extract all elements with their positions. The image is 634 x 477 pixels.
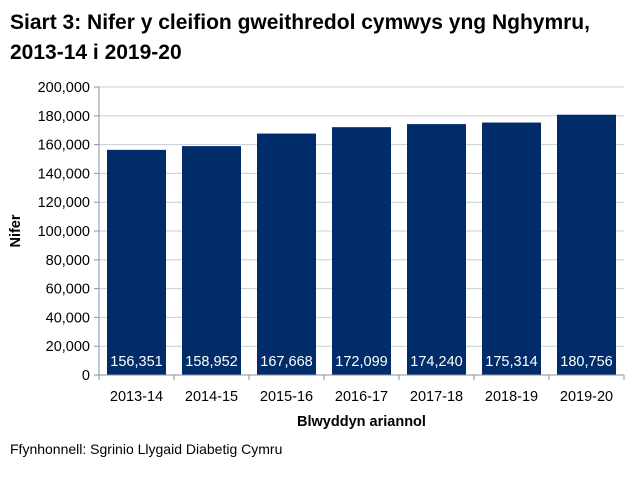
data-label: 180,756 (560, 354, 612, 370)
bar-2016-17 (332, 127, 391, 376)
bar-2018-19 (482, 122, 541, 375)
data-label: 158,952 (185, 354, 237, 370)
data-label: 167,668 (260, 354, 312, 370)
y-tick-label: 60,000 (46, 282, 90, 298)
x-tick-label: 2015-16 (260, 389, 313, 405)
y-tick-label: 80,000 (46, 253, 90, 269)
y-tick-label: 20,000 (46, 339, 90, 355)
data-label: 175,314 (485, 354, 537, 370)
data-label: 156,351 (110, 354, 162, 370)
bar-2017-18 (407, 124, 466, 376)
y-tick-label: 120,000 (38, 195, 90, 211)
source-note: Ffynhonnell: Sgrinio Llygaid Diabetig Cy… (10, 441, 283, 457)
y-tick-label: 40,000 (46, 310, 90, 326)
x-tick-label: 2017-18 (410, 389, 463, 405)
y-tick-label: 100,000 (38, 224, 90, 240)
x-tick-label: 2019-20 (560, 389, 613, 405)
bar-2013-14 (107, 149, 166, 375)
bar-2019-20 (557, 114, 616, 375)
x-tick-label: 2016-17 (335, 389, 388, 405)
x-tick-label: 2013-14 (110, 389, 163, 405)
y-tick-label: 180,000 (38, 109, 90, 125)
data-label: 174,240 (410, 354, 462, 370)
y-tick-label: 140,000 (38, 166, 90, 182)
y-tick-label: 0 (82, 368, 90, 384)
y-tick-label: 200,000 (38, 80, 90, 96)
bar-2014-15 (182, 146, 241, 375)
bar-2015-16 (257, 133, 316, 375)
data-label: 172,099 (335, 354, 387, 370)
x-axis-title: Blwyddyn ariannol (297, 414, 426, 430)
chart-title: Siart 3: Nifer y cleifion gweithredol cy… (10, 11, 590, 64)
y-tick-label: 160,000 (38, 138, 90, 154)
x-tick-label: 2018-19 (485, 389, 538, 405)
x-tick-label: 2014-15 (185, 389, 238, 405)
y-axis-title: Nifer (8, 214, 24, 247)
